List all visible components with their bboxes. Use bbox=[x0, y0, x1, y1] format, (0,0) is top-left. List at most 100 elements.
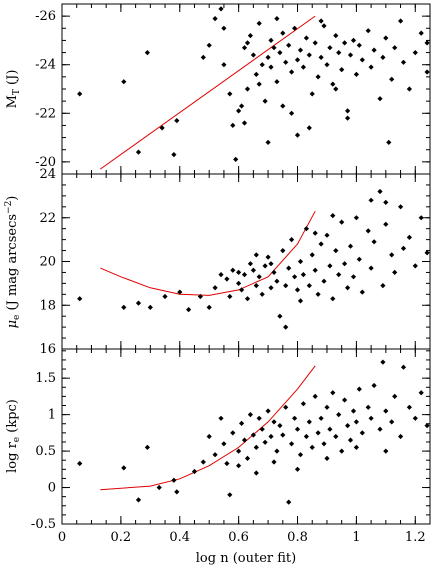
data-point bbox=[253, 252, 259, 258]
data-point bbox=[294, 287, 301, 293]
data-point bbox=[339, 67, 345, 73]
data-point bbox=[383, 199, 389, 205]
data-point bbox=[383, 221, 389, 227]
data-point bbox=[350, 408, 357, 414]
data-point bbox=[265, 139, 271, 145]
data-point bbox=[77, 460, 83, 467]
panel-mue-y-ticks: 16 18 20 22 24 bbox=[39, 167, 430, 357]
data-point bbox=[292, 25, 298, 31]
data-point bbox=[324, 455, 330, 461]
data-point bbox=[347, 52, 354, 58]
data-point bbox=[303, 226, 309, 232]
data-point bbox=[253, 71, 259, 77]
data-point bbox=[268, 37, 274, 43]
data-point bbox=[400, 245, 407, 251]
data-point bbox=[218, 6, 224, 12]
data-point bbox=[294, 132, 301, 138]
data-point bbox=[247, 261, 253, 267]
data-point bbox=[347, 437, 354, 443]
data-point bbox=[218, 415, 224, 421]
data-point bbox=[347, 243, 354, 249]
data-point bbox=[365, 228, 371, 234]
data-point bbox=[309, 91, 315, 97]
data-point bbox=[171, 152, 177, 158]
panel-mue: 16 18 20 22 24 μe (J mag arcsecs−2) bbox=[4, 167, 431, 357]
data-point bbox=[300, 64, 306, 70]
data-point bbox=[377, 426, 383, 432]
data-point bbox=[371, 382, 377, 389]
data-point bbox=[283, 59, 289, 65]
data-point bbox=[280, 248, 286, 254]
data-point bbox=[309, 444, 315, 450]
data-point bbox=[368, 64, 374, 70]
data-point bbox=[312, 267, 318, 273]
y-tick-label: -24 bbox=[35, 58, 56, 73]
data-point bbox=[380, 359, 386, 365]
data-point bbox=[289, 441, 295, 447]
data-point bbox=[365, 404, 371, 410]
data-point bbox=[77, 296, 83, 302]
y-tick-label: 0.5 bbox=[35, 444, 56, 459]
data-point bbox=[174, 489, 180, 495]
x-axis-ticks: 0 0.2 0.4 0.6 0.8 1 1.2 bbox=[58, 4, 426, 545]
data-point bbox=[383, 448, 389, 454]
data-point bbox=[274, 16, 280, 22]
data-point bbox=[336, 50, 342, 56]
data-point bbox=[339, 448, 345, 454]
data-point bbox=[241, 45, 248, 51]
data-point bbox=[144, 444, 150, 450]
data-point bbox=[389, 76, 395, 82]
data-point bbox=[212, 452, 218, 458]
data-point bbox=[368, 415, 374, 421]
panel-mue-y-label: μe (J mag arcsecs−2) bbox=[4, 196, 22, 329]
data-point bbox=[389, 252, 395, 258]
data-point bbox=[283, 283, 289, 289]
data-point bbox=[265, 408, 271, 414]
data-point bbox=[262, 98, 268, 104]
panel-re-points bbox=[77, 359, 430, 505]
data-point bbox=[253, 444, 259, 450]
data-point bbox=[350, 274, 357, 280]
data-point bbox=[359, 289, 365, 295]
data-point bbox=[256, 20, 262, 26]
data-point bbox=[191, 468, 198, 475]
x-tick-label: 0.4 bbox=[169, 530, 190, 545]
data-point bbox=[239, 420, 245, 426]
panel-mue-frame bbox=[61, 173, 431, 350]
data-point bbox=[418, 390, 424, 396]
data-point bbox=[353, 444, 359, 450]
x-tick-label: 0.2 bbox=[111, 530, 132, 545]
data-point bbox=[356, 42, 362, 48]
data-point bbox=[353, 71, 359, 77]
data-point bbox=[306, 125, 312, 131]
data-point bbox=[241, 120, 248, 126]
data-point bbox=[297, 452, 304, 458]
data-point bbox=[318, 18, 324, 24]
data-point bbox=[244, 86, 251, 92]
data-point bbox=[345, 285, 351, 291]
data-point bbox=[236, 269, 242, 275]
data-point bbox=[230, 122, 236, 128]
data-point bbox=[221, 25, 227, 31]
data-point bbox=[224, 276, 230, 282]
data-point bbox=[227, 492, 233, 498]
panel-re: -0.5 0 0.5 1 1.5 log re (kpc) bbox=[5, 348, 431, 532]
data-point bbox=[303, 433, 309, 440]
data-point bbox=[277, 313, 283, 319]
y-tick-label: 24 bbox=[39, 167, 56, 182]
data-point bbox=[271, 419, 277, 425]
data-point bbox=[356, 386, 362, 392]
data-point bbox=[424, 250, 430, 256]
data-point bbox=[268, 285, 274, 291]
data-point bbox=[312, 230, 318, 236]
data-point bbox=[236, 108, 242, 114]
data-point bbox=[121, 465, 127, 471]
data-point bbox=[271, 459, 277, 465]
data-point bbox=[259, 426, 265, 432]
data-point bbox=[280, 432, 286, 438]
data-point bbox=[418, 215, 424, 221]
data-point bbox=[286, 42, 292, 48]
data-point bbox=[121, 79, 127, 85]
data-point bbox=[333, 248, 339, 254]
data-point bbox=[250, 267, 256, 273]
